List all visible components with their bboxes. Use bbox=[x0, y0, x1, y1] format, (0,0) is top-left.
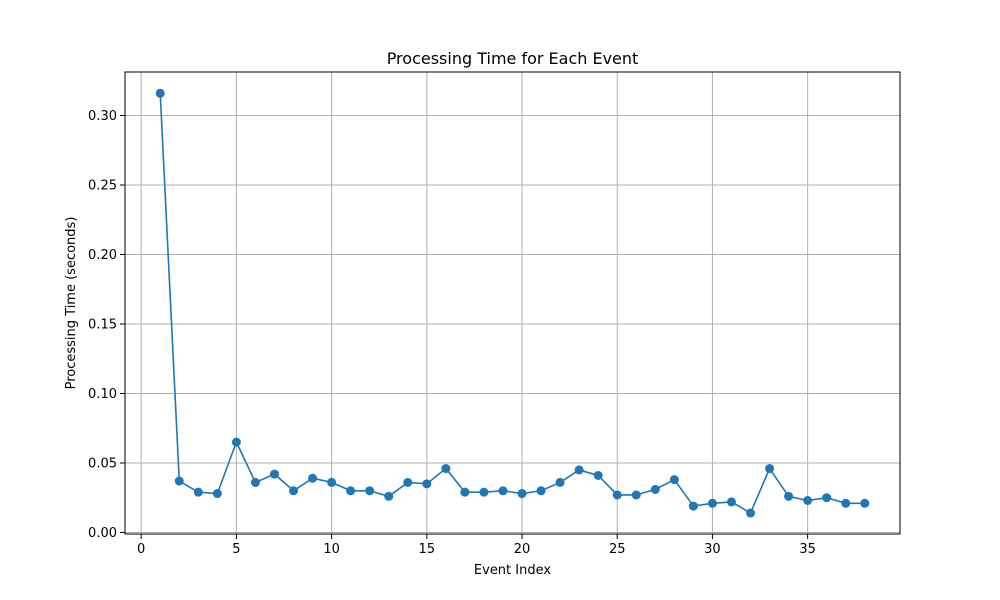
x-tick-label: 10 bbox=[323, 542, 340, 557]
x-tick-label: 25 bbox=[609, 542, 626, 557]
data-point bbox=[403, 477, 413, 487]
x-tick-label: 0 bbox=[137, 542, 145, 557]
data-point bbox=[822, 493, 832, 503]
data-point bbox=[574, 465, 584, 475]
data-point bbox=[422, 479, 432, 489]
data-point bbox=[650, 484, 660, 494]
x-axis-ticks: 0 5 10 15 20 25 30 35 bbox=[137, 534, 816, 557]
y-tick-label: 0.10 bbox=[88, 387, 117, 402]
data-point bbox=[688, 501, 698, 511]
data-point bbox=[231, 437, 241, 447]
x-axis-label: Event Index bbox=[474, 563, 551, 578]
data-point bbox=[327, 477, 337, 487]
data-point bbox=[784, 491, 794, 501]
data-point bbox=[212, 489, 222, 499]
data-point bbox=[384, 491, 394, 501]
y-axis-label: Processing Time (seconds) bbox=[64, 217, 79, 390]
y-tick-label: 0.30 bbox=[88, 109, 117, 124]
y-tick-label: 0.05 bbox=[88, 456, 117, 471]
data-point bbox=[555, 477, 565, 487]
data-point bbox=[498, 486, 508, 496]
data-point bbox=[193, 487, 203, 497]
data-point bbox=[174, 476, 184, 486]
data-point bbox=[365, 486, 375, 496]
x-tick-label: 30 bbox=[704, 542, 721, 557]
y-tick-label: 0.00 bbox=[88, 526, 117, 541]
grid bbox=[125, 72, 900, 534]
data-point bbox=[841, 498, 851, 508]
y-tick-label: 0.15 bbox=[88, 317, 117, 332]
plot-frame bbox=[124, 71, 901, 535]
data-point bbox=[803, 496, 813, 506]
y-tick-label: 0.25 bbox=[88, 178, 117, 193]
data-point bbox=[593, 470, 603, 480]
x-tick-label: 20 bbox=[514, 542, 531, 557]
data-point bbox=[441, 464, 451, 474]
data-point bbox=[707, 498, 717, 508]
data-point bbox=[860, 498, 870, 508]
data-point bbox=[612, 490, 622, 500]
data-point bbox=[289, 486, 299, 496]
data-point bbox=[460, 487, 470, 497]
data-point bbox=[346, 486, 356, 496]
data-point bbox=[536, 486, 546, 496]
series-layer bbox=[155, 88, 870, 518]
data-point bbox=[250, 477, 260, 487]
data-point bbox=[517, 489, 527, 499]
data-point bbox=[269, 469, 279, 479]
y-axis-ticks: 0.00 0.05 0.10 0.15 0.20 0.25 0.30 bbox=[88, 109, 125, 541]
data-point bbox=[746, 508, 756, 518]
y-tick-label: 0.20 bbox=[88, 248, 117, 263]
data-point bbox=[479, 487, 489, 497]
data-point bbox=[631, 490, 641, 500]
chart-title: Processing Time for Each Event bbox=[387, 49, 639, 68]
data-point bbox=[155, 88, 165, 98]
x-tick-label: 35 bbox=[799, 542, 816, 557]
data-point bbox=[726, 497, 736, 507]
data-point bbox=[669, 475, 679, 485]
data-point bbox=[765, 464, 775, 474]
data-point bbox=[308, 473, 318, 483]
x-tick-label: 5 bbox=[232, 542, 240, 557]
x-tick-label: 15 bbox=[419, 542, 436, 557]
